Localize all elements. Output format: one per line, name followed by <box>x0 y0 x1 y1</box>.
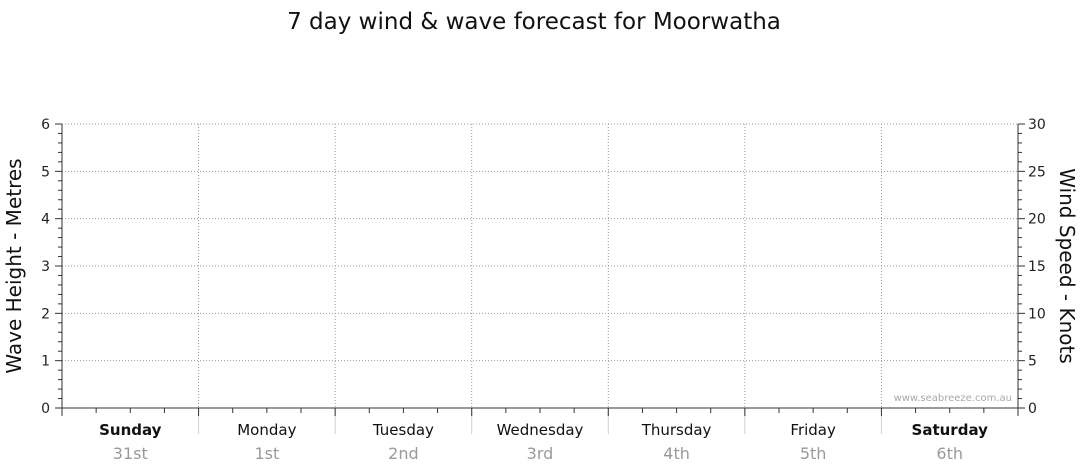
left-axis-ticks: 0 1 2 3 4 5 6 <box>41 117 62 417</box>
left-tick-label: 2 <box>41 306 50 322</box>
day-name-label: Thursday <box>641 421 712 439</box>
left-tick-label: 3 <box>41 259 50 275</box>
day-date-label: 6th <box>936 444 963 463</box>
right-axis-ticks: 0 5 10 15 20 25 30 <box>1018 117 1046 417</box>
day-date-label: 31st <box>113 444 148 463</box>
right-tick-label: 20 <box>1028 212 1046 228</box>
day-date-label: 4th <box>663 444 690 463</box>
left-tick-label: 1 <box>41 354 50 370</box>
left-axis-title: Wave Height - Metres <box>2 158 26 373</box>
day-labels: Sunday 31st Monday 1st Tuesday 2nd Wednesday 3r… <box>99 421 988 463</box>
day-name-label: Friday <box>790 421 836 439</box>
chart-grid <box>62 123 1018 434</box>
day-name-label: Wednesday <box>497 421 584 439</box>
day-date-label: 1st <box>254 444 279 463</box>
right-tick-label: 10 <box>1028 306 1046 322</box>
chart-title: 7 day wind & wave forecast for Moorwatha <box>287 9 781 35</box>
day-name-label: Sunday <box>99 421 162 439</box>
left-tick-label: 0 <box>41 401 50 417</box>
right-tick-label: 5 <box>1028 354 1037 370</box>
chart-axes <box>61 124 1019 416</box>
right-tick-label: 15 <box>1028 259 1046 275</box>
right-axis-title: Wind Speed - Knots <box>1055 168 1079 364</box>
left-tick-label: 5 <box>41 164 50 180</box>
day-name-label: Saturday <box>912 421 989 439</box>
day-date-label: 2nd <box>388 444 418 463</box>
left-tick-label: 6 <box>41 117 50 133</box>
day-date-label: 5th <box>800 444 827 463</box>
day-name-label: Monday <box>237 421 296 439</box>
day-name-label: Tuesday <box>372 421 434 439</box>
right-tick-label: 25 <box>1028 164 1046 180</box>
right-tick-label: 30 <box>1028 117 1046 133</box>
right-tick-label: 0 <box>1028 401 1037 417</box>
watermark-text: www.seabreeze.com.au <box>894 393 1012 404</box>
left-tick-label: 4 <box>41 212 50 228</box>
day-date-label: 3rd <box>527 444 554 463</box>
